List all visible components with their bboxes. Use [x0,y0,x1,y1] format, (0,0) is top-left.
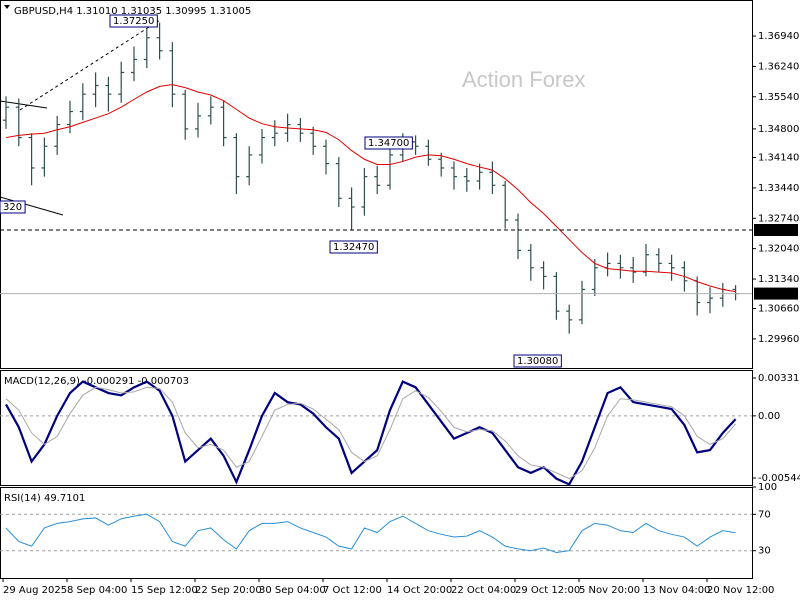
y-tick-label: 0.003316 [758,373,800,384]
annotation-box [0,200,26,214]
chart-header: GBPUSD,H4 1.31010 1.31035 1.30995 1.3100… [14,6,251,17]
y-tick-label: 1.34800 [758,124,799,135]
x-tick-label: 7 Oct 12:00 [323,585,382,596]
indicator-line [5,380,737,486]
annotation-box [364,136,413,150]
macd-pane [0,370,753,486]
channel-line [0,100,48,109]
y-tick-label: 1.35540 [758,92,799,103]
y-tick-label: 30 [758,546,771,557]
pane-header: RSI(14) 49.7101 [4,493,85,504]
price-level-label: 1.31005 [757,289,798,300]
annotation: 1.34700 [368,138,409,149]
y-tick-label: 1.30660 [758,304,799,315]
x-tick-label: 29 Aug 2025 [3,585,67,596]
annotation: 320 [3,202,22,213]
x-tick-label: 22 Oct 04:00 [451,585,516,596]
y-tick-label: 1.33440 [758,183,799,194]
x-tick-label: 20 Nov 12:00 [707,585,774,596]
y-tick-label: 0.00 [758,411,780,422]
y-tick-label: -0.005445 [758,473,800,484]
rsi-pane [0,487,753,579]
pane-header: MACD(12,26,9) -0.000291 -0.000703 [4,376,189,387]
y-tick-label: 100 [758,482,777,493]
y-tick-label: 1.32040 [758,244,799,255]
annotation-box [109,14,158,28]
y-tick-label: 1.34140 [758,153,799,164]
x-tick-label: 15 Sep 12:00 [131,585,198,596]
main-pane [0,0,753,369]
annotation-box [329,240,378,254]
annotation-box [513,354,562,368]
annotation: 1.37250 [113,16,154,27]
x-tick-label: 22 Sep 20:00 [195,585,262,596]
price-level-box [754,287,798,300]
channel-line [0,196,64,216]
price-level-label: 1.32470 [757,225,798,236]
watermark: Action Forex [462,67,586,92]
y-tick-label: 1.36940 [758,31,799,42]
y-tick-label: 1.36240 [758,61,799,72]
annotation: 1.32470 [333,242,374,253]
y-tick-label: 1.32740 [758,213,799,224]
indicator-line [5,386,736,480]
y-tick-label: 1.29960 [758,334,799,345]
x-tick-label: 30 Sep 04:00 [259,585,326,596]
y-tick-label: 70 [758,509,771,520]
annotation: 1.30080 [517,356,558,367]
menu-arrow [4,5,10,9]
y-tick-label: 1.31340 [758,274,799,285]
x-tick-label: 13 Nov 04:00 [643,585,710,596]
trend-line [19,19,161,111]
moving-average [5,84,736,293]
x-tick-label: 14 Oct 20:00 [387,585,452,596]
x-tick-label: 5 Nov 20:00 [579,585,640,596]
x-tick-label: 29 Oct 12:00 [515,585,580,596]
indicator-line [5,513,736,554]
x-tick-label: 8 Sep 04:00 [67,585,127,596]
price-level-box [754,224,798,236]
